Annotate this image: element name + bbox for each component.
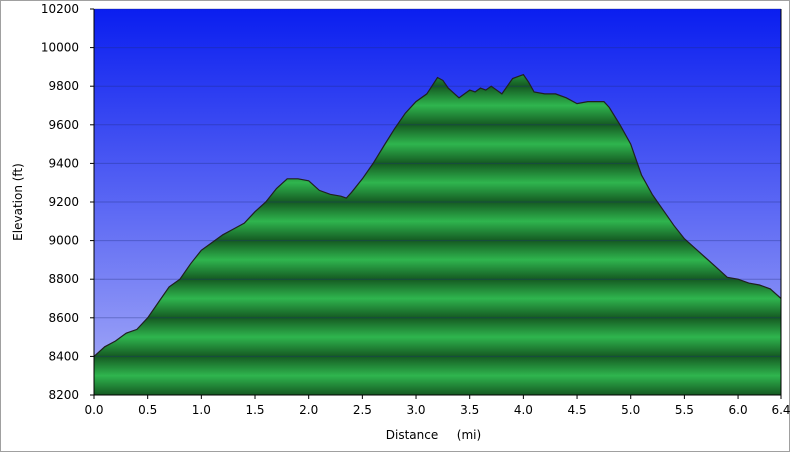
y-tick-label: 9600 bbox=[48, 118, 79, 132]
elevation-outline-layer bbox=[93, 73, 782, 357]
y-tick-label: 10200 bbox=[41, 2, 79, 16]
y-tick-label: 9200 bbox=[48, 195, 79, 209]
y-tick-label: 8400 bbox=[48, 349, 79, 363]
y-tick-label: 8600 bbox=[48, 311, 79, 325]
elevation-line bbox=[93, 73, 782, 357]
elevation-area-layer bbox=[94, 74, 781, 395]
x-tick-label: 3.5 bbox=[460, 403, 479, 417]
x-tick-label: 6.0 bbox=[729, 403, 748, 417]
y-tick-label: 8200 bbox=[48, 388, 79, 402]
elevation-area bbox=[94, 74, 781, 395]
x-axis-label: Distance bbox=[386, 428, 438, 442]
y-tick-label: 8800 bbox=[48, 272, 79, 286]
x-tick-label: 0.0 bbox=[84, 403, 103, 417]
x-tick-label: 4.0 bbox=[514, 403, 533, 417]
y-axis-ticks: 8200 8400 8600 8800 9000 9200 9400 9600 9800 1000… bbox=[41, 2, 94, 402]
y-tick-label: 9000 bbox=[48, 234, 79, 248]
x-axis-ticks: 0.0 0.5 1.0 1.5 2.0 2.5 3.0 3.5 4.0 4.5 5.0 5.5 6.0 6… bbox=[84, 395, 790, 417]
x-tick-label: 5.0 bbox=[621, 403, 640, 417]
x-tick-label: 4.5 bbox=[568, 403, 587, 417]
x-tick-label: 1.5 bbox=[245, 403, 264, 417]
x-tick-label: 6.4 bbox=[771, 403, 790, 417]
x-tick-label: 2.0 bbox=[299, 403, 318, 417]
y-tick-label: 9400 bbox=[48, 156, 79, 170]
x-tick-label: 3.0 bbox=[406, 403, 425, 417]
x-tick-label: 1.0 bbox=[192, 403, 211, 417]
y-tick-label: 9800 bbox=[48, 79, 79, 93]
x-tick-label: 5.5 bbox=[675, 403, 694, 417]
x-tick-label: 2.5 bbox=[353, 403, 372, 417]
x-tick-label: 0.5 bbox=[138, 403, 157, 417]
y-axis-label: Elevation (ft) bbox=[11, 163, 25, 241]
x-axis-unit: (mi) bbox=[457, 428, 481, 442]
y-tick-label: 10000 bbox=[41, 41, 79, 55]
